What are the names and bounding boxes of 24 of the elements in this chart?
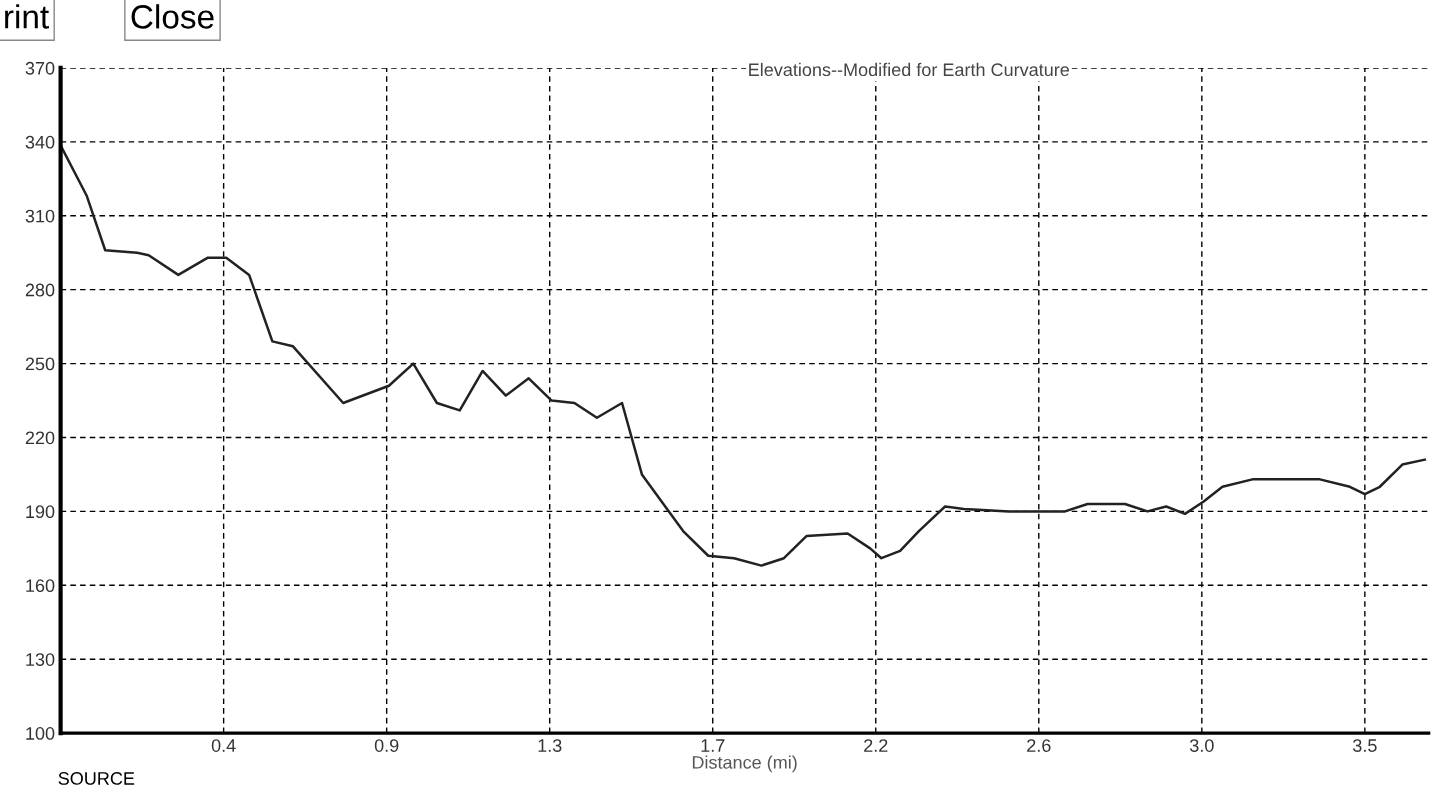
- y-tick-label: 190: [26, 505, 55, 519]
- x-tick-label: 1.7: [701, 739, 725, 752]
- text: Close: [131, 4, 214, 29]
- x-tick-label: 3.5: [1353, 739, 1377, 752]
- y-tick-label: 160: [26, 579, 55, 593]
- x-tick-label: 1.3: [538, 739, 562, 752]
- y-tick-label: 370: [25, 61, 55, 75]
- x-axis-title: Distance (mi): [692, 755, 797, 773]
- text: SOURCE: [58, 772, 135, 785]
- chart-title: Elevations--Modified for Earth Curvature: [749, 62, 1070, 77]
- y-tick-label: 310: [25, 209, 55, 223]
- y-tick-label: 130: [26, 653, 55, 666]
- x-tick-label: 0.9: [374, 739, 399, 752]
- x-tick-label: 2.2: [864, 739, 888, 752]
- y-tick-label: 280: [25, 283, 55, 297]
- y-tick-label: 340: [25, 135, 55, 149]
- y-tick-label: 250: [25, 357, 55, 371]
- x-tick-label: 0.4: [211, 739, 236, 752]
- y-tick-label: 100: [26, 727, 55, 740]
- text: rint: [5, 4, 49, 29]
- line-series: [60, 145, 1427, 567]
- y-tick-label: 220: [25, 431, 55, 445]
- x-tick-label: 3.0: [1189, 739, 1214, 752]
- x-tick-label: 2.6: [1027, 739, 1051, 752]
